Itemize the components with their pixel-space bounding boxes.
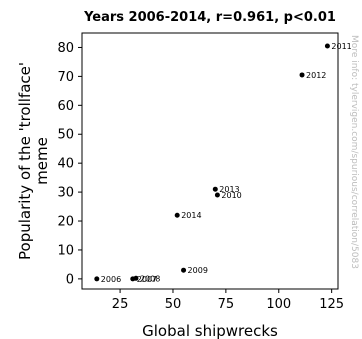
point-label: 2011 [331, 42, 351, 51]
x-tick-label: 25 [112, 297, 129, 312]
data-point [181, 267, 187, 273]
y-tick-label: 0 [66, 272, 74, 287]
data-point [214, 192, 220, 198]
point-label: 2009 [188, 266, 208, 275]
y-tick-label: 60 [57, 99, 74, 114]
y-tick-label: 80 [57, 41, 74, 56]
x-axis-label: Global shipwrecks [142, 322, 278, 339]
y-tick-label: 70 [57, 70, 74, 85]
x-axis: 25 50 75 100 125 [112, 289, 344, 312]
y-tick-label: 30 [57, 186, 74, 201]
x-tick-label: 75 [218, 297, 235, 312]
point-label: 2008 [140, 274, 160, 283]
y-axis: 0 10 20 30 40 50 60 70 80 [57, 41, 82, 287]
plot-area [81, 32, 339, 290]
point-label: 2010 [221, 191, 241, 200]
y-tick-label: 40 [57, 157, 74, 172]
y-axis-label-line1: Popularity of the 'trollface' [16, 62, 34, 260]
data-point [324, 43, 330, 49]
point-label: 2012 [306, 71, 326, 80]
data-point [212, 186, 218, 192]
watermark: More info: tylervigen.com/spurious/corre… [349, 35, 359, 269]
x-tick-label: 50 [165, 297, 182, 312]
chart-title: Years 2006-2014, r=0.961, p<0.01 [83, 10, 336, 25]
data-point [133, 275, 139, 281]
point-label: 2006 [101, 275, 121, 284]
point-label: 2007 [137, 275, 157, 284]
data-point [299, 72, 305, 78]
point-label: 2013 [219, 185, 239, 194]
x-tick-label: 100 [266, 297, 291, 312]
y-tick-label: 10 [57, 243, 74, 258]
data-point [94, 276, 100, 282]
data-point [174, 212, 180, 218]
y-axis-label-line2: meme [33, 137, 51, 185]
y-tick-label: 50 [57, 128, 74, 143]
point-label: 2014 [181, 211, 201, 220]
y-tick-label: 20 [57, 215, 74, 230]
x-tick-label: 125 [319, 297, 344, 312]
